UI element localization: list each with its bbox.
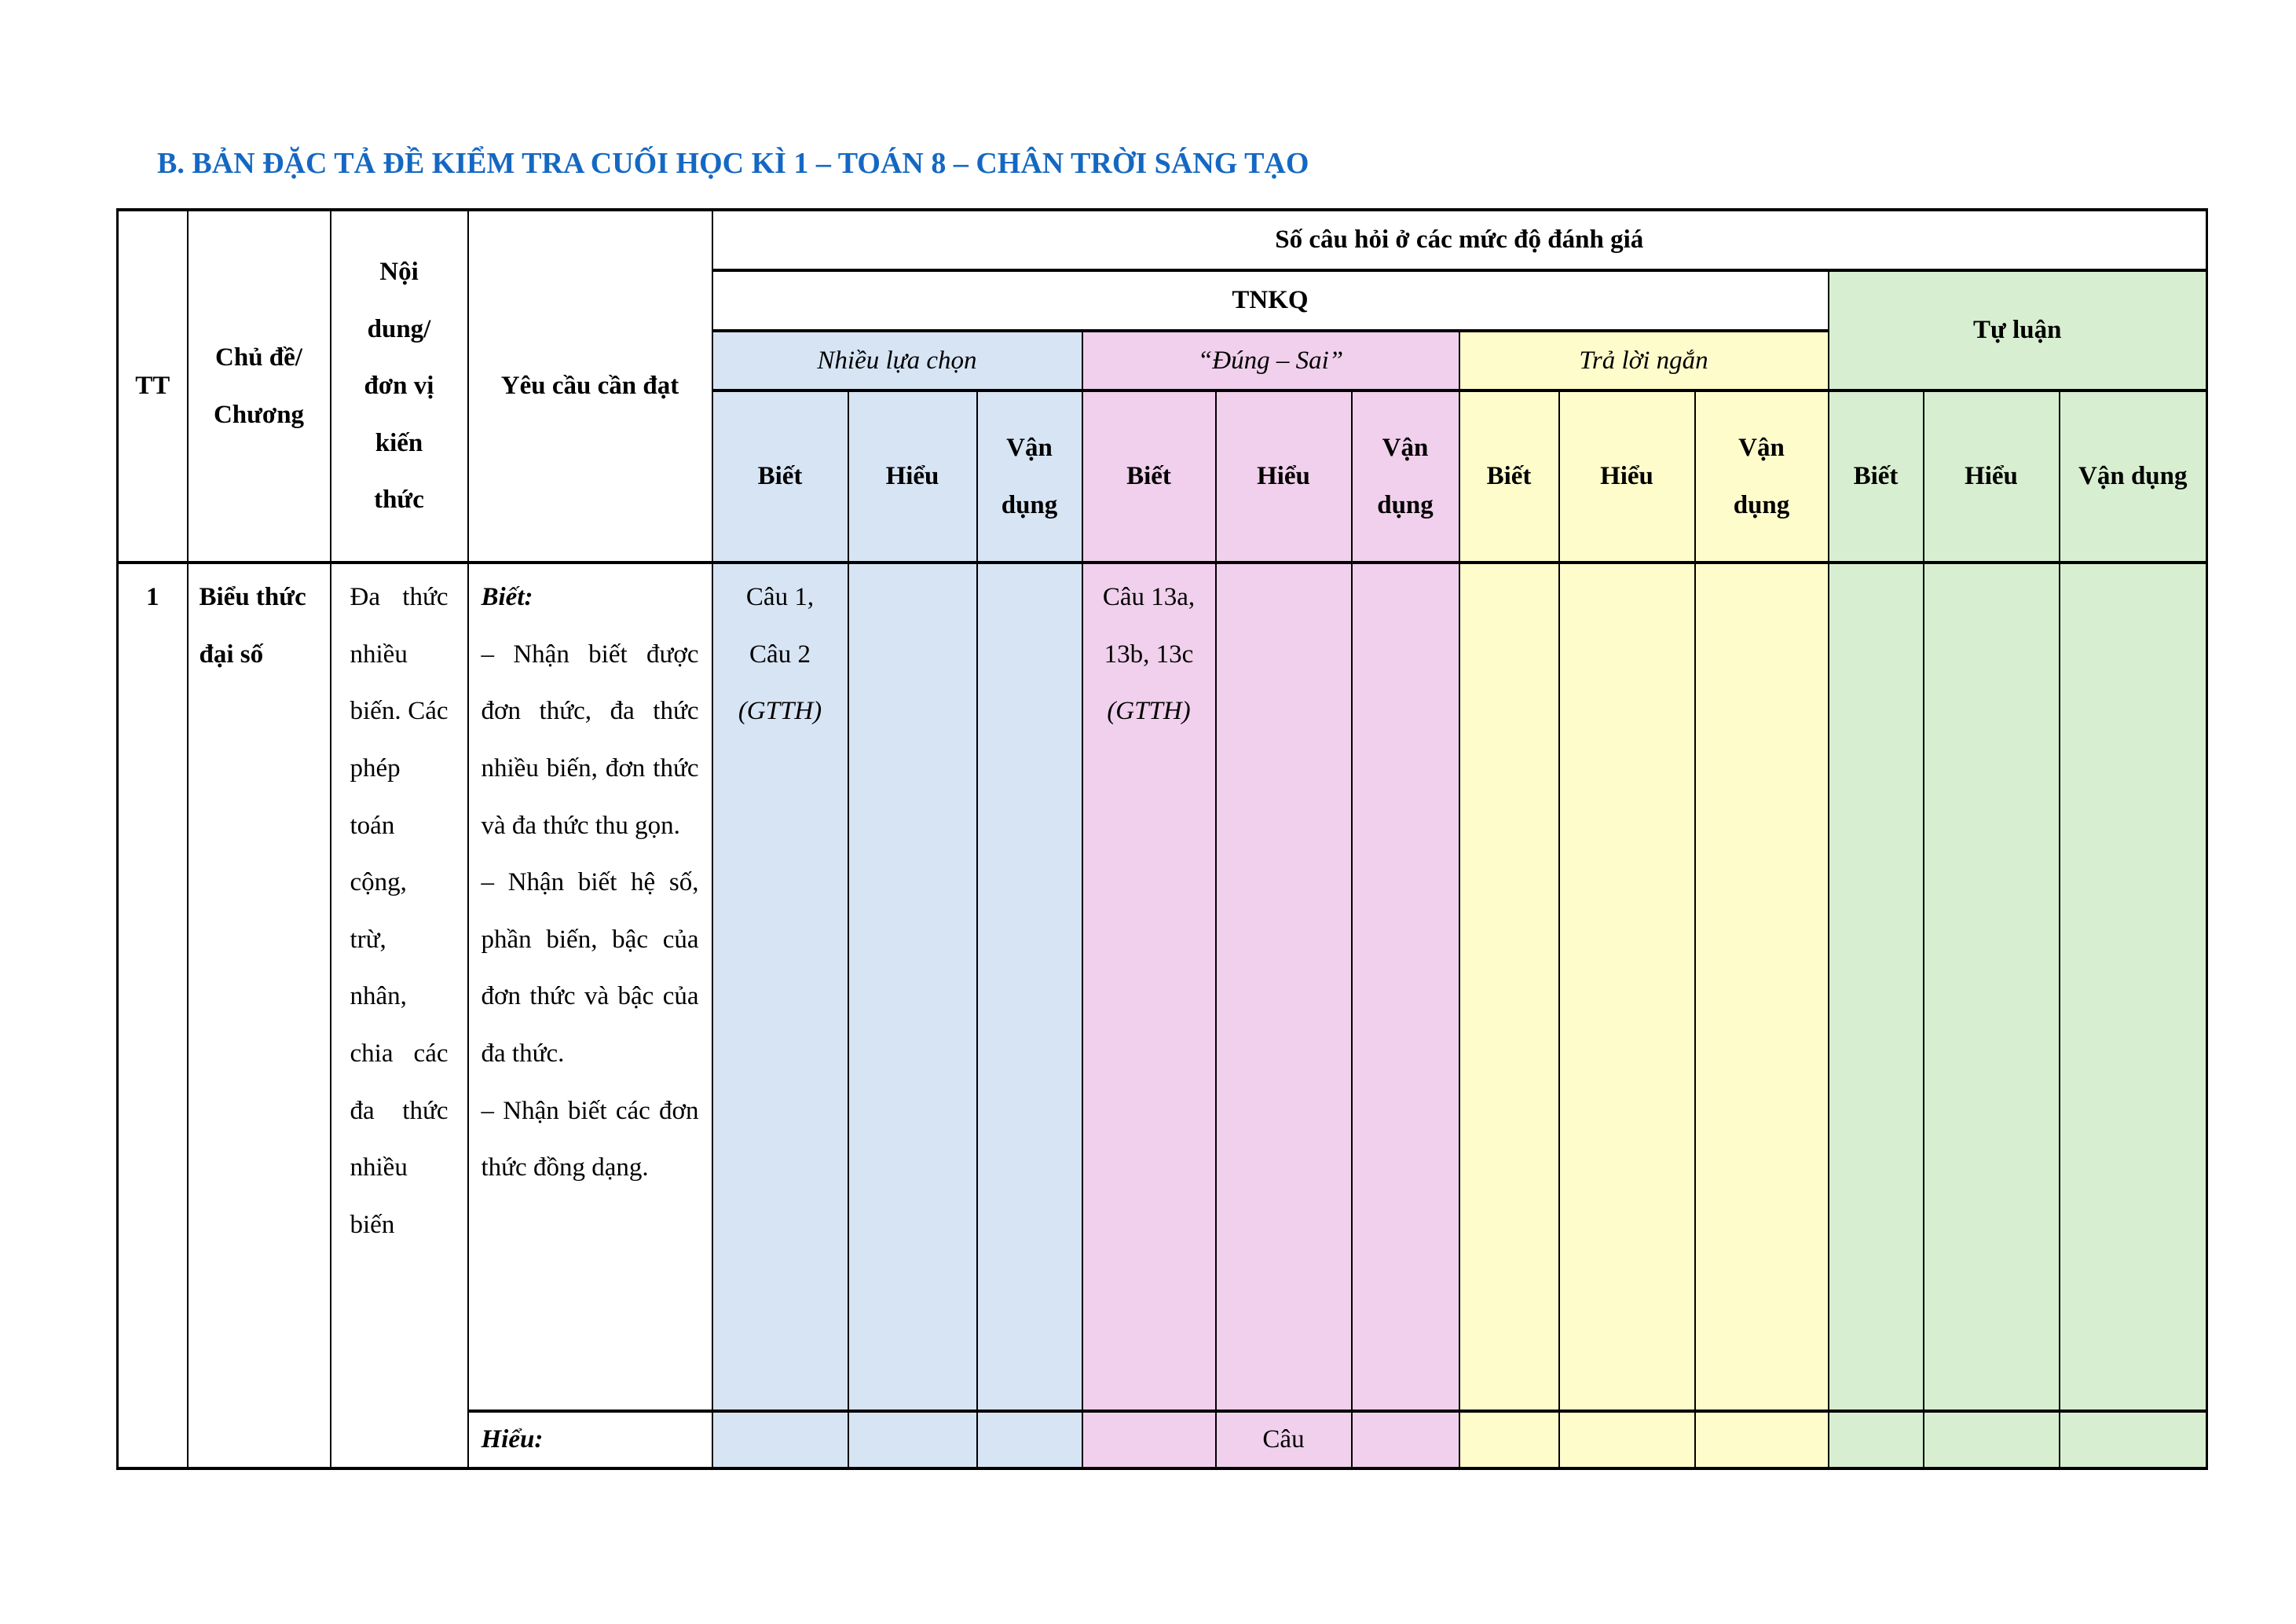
header-group-short-answer: Trả lời ngắn — [1458, 328, 1829, 393]
header-level-tf-know: Biết — [1081, 389, 1217, 565]
document-title: B. BẢN ĐẶC TẢ ĐỀ KIỂM TRA CUỐI HỌC KÌ 1 … — [157, 147, 1309, 180]
cell2-tf-understand: Câu — [1214, 1410, 1353, 1471]
tf-know-questions: Câu 13a, 13b, 13c — [1102, 583, 1196, 669]
cell-essay-know — [1827, 561, 1924, 1413]
requirement-item: – Nhận biết được đơn thức, đa thức nhiều… — [481, 640, 699, 840]
cell2-mcq-understand — [847, 1410, 978, 1471]
header-row-4: Biết Hiểu Vận dụng Biết Hiểu Vận dụng Bi… — [118, 389, 2208, 565]
cell-mcq-apply — [976, 561, 1083, 1413]
cell2-essay-know — [1827, 1410, 1924, 1471]
header-essay: Tự luận — [1827, 268, 2208, 393]
cell2-sa-know — [1458, 1410, 1560, 1471]
cell-requirement-know: Biết: – Nhận biết được đơn thức, đa thức… — [467, 561, 713, 1413]
header-group-true-false: “Đúng – Sai” — [1081, 328, 1460, 393]
header-level-mcq-know: Biết — [711, 389, 849, 565]
requirement-item: – Nhận biết hệ số, phần biến, bậc của đơ… — [481, 868, 699, 1068]
header-tnkq: TNKQ — [711, 269, 1829, 332]
cell2-sa-apply — [1694, 1410, 1829, 1471]
cell-topic-chapter: Biểu thức đại số — [186, 561, 331, 1471]
body-row-understand-section: Hiểu: Câu — [118, 1410, 2208, 1471]
header-requirement: Yêu cầu cần đạt — [467, 207, 713, 565]
cell-content-unit: Đa thức nhiều biến. Các phép toán cộng, … — [329, 561, 469, 1471]
header-level-sa-know: Biết — [1458, 389, 1560, 565]
mcq-know-questions: Câu 1, Câu 2 — [745, 583, 815, 669]
cell-essay-understand — [1922, 561, 2060, 1413]
cell2-essay-apply — [2058, 1410, 2208, 1471]
header-level-essay-understand: Hiểu — [1922, 389, 2060, 565]
body-row-know-section: 1 Biểu thức đại số Đa thức nhiều biến. C… — [116, 561, 2208, 1471]
header-tt: TT — [116, 207, 189, 565]
header-level-essay-apply: Vận dụng — [2058, 389, 2208, 565]
cell-tt: 1 — [116, 561, 189, 1471]
header-row-2: TNKQ Tự luận — [118, 268, 2208, 393]
cell-mcq-know: Câu 1, Câu 2 (GTTH) — [711, 561, 849, 1413]
cell-sa-apply — [1694, 561, 1829, 1413]
cell2-tf-know — [1081, 1410, 1217, 1471]
cell2-mcq-apply — [976, 1410, 1083, 1471]
header-level-tf-understand: Hiểu — [1214, 389, 1353, 565]
header-level-tf-apply: Vận dụng — [1350, 389, 1460, 565]
know-label: Biết: — [481, 583, 533, 612]
cell-tf-understand — [1214, 561, 1353, 1413]
header-level-essay-know: Biết — [1827, 389, 1924, 565]
cell-tf-know: Câu 13a, 13b, 13c (GTTH) — [1081, 561, 1217, 1413]
cell-tf-apply — [1350, 561, 1460, 1413]
cell-requirement-understand: Hiểu: — [467, 1410, 713, 1471]
header-level-mcq-apply: Vận dụng — [976, 389, 1083, 565]
mcq-know-note: (GTTH) — [738, 697, 822, 726]
cell-essay-apply — [2058, 561, 2208, 1413]
header-row-1: TT Chủ đề/ Chương Nội dung/ đơn vị kiến … — [116, 207, 2208, 565]
cell2-mcq-know — [711, 1410, 849, 1471]
cell2-tf-apply — [1350, 1410, 1460, 1471]
cell-sa-understand — [1558, 561, 1696, 1413]
header-level-sa-apply: Vận dụng — [1694, 389, 1829, 565]
header-level-sa-understand: Hiểu — [1558, 389, 1696, 565]
header-topic-chapter: Chủ đề/ Chương — [186, 207, 331, 565]
header-row-3: Nhiều lựa chọn “Đúng – Sai” Trả lời ngắn — [118, 328, 2207, 393]
cell2-essay-understand — [1922, 1410, 2060, 1471]
header-level-mcq-understand: Hiểu — [847, 389, 978, 565]
header-group-multiple-choice: Nhiều lựa chọn — [711, 328, 1083, 393]
requirement-item: – Nhận biết các đơn thức đồng dạng. — [481, 1096, 699, 1182]
cell2-sa-understand — [1558, 1410, 1696, 1471]
cell-sa-know — [1458, 561, 1560, 1413]
header-content-unit: Nội dung/ đơn vị kiến thức — [329, 207, 469, 565]
tf-know-note: (GTTH) — [1107, 697, 1191, 726]
understand-label: Hiểu: — [481, 1425, 544, 1454]
spec-table: TT Chủ đề/ Chương Nội dung/ đơn vị kiến … — [116, 207, 2209, 1471]
cell-mcq-understand — [847, 561, 978, 1413]
header-question-count-title: Số câu hỏi ở các mức độ đánh giá — [711, 208, 2208, 272]
